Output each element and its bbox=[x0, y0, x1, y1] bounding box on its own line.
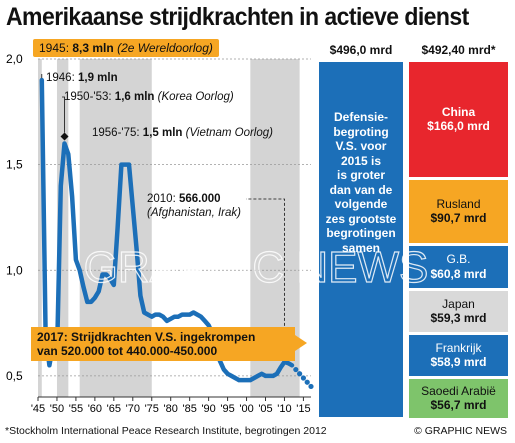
source-footnote: *Stockholm International Peace Research … bbox=[5, 425, 327, 437]
shaded-period bbox=[56, 59, 69, 397]
budget-value: $59,3 mrd bbox=[430, 311, 487, 326]
us-text-line: samen bbox=[341, 240, 381, 255]
us-budget-bar bbox=[319, 62, 403, 417]
annotation-1945-value: 8,3 mln bbox=[72, 41, 114, 55]
annotation-1956-label: (Vietnam Oorlog) bbox=[182, 127, 273, 139]
budget-country: China bbox=[441, 104, 476, 119]
y-tick-label: 1,0 bbox=[6, 263, 23, 277]
us-text-line: is groter bbox=[336, 168, 385, 182]
budget-country: Japan bbox=[442, 296, 475, 311]
annotation-1950-pre: 1950-'53: bbox=[64, 91, 115, 103]
others-budget-total: $492,40 mrd* bbox=[421, 43, 496, 57]
budget-value: $56,7 mrd bbox=[430, 398, 487, 413]
annotation-1946-pre: 1946: bbox=[46, 72, 78, 84]
credit: © GRAPHIC NEWS bbox=[414, 425, 507, 437]
x-tick-label: '75 bbox=[145, 403, 159, 415]
x-tick-label: '95 bbox=[220, 403, 234, 415]
annotation-1956: 1956-'75: 1,5 mln (Vietnam Oorlog) bbox=[92, 126, 273, 140]
x-tick-label: '55 bbox=[69, 403, 83, 415]
budget-value: $90,7 mrd bbox=[430, 211, 487, 226]
data-point bbox=[300, 375, 307, 381]
page-title: Amerikaanse strijdkrachten in actieve di… bbox=[6, 3, 469, 31]
us-text-line: V.S. voor bbox=[335, 139, 387, 153]
us-text-line: begrotingen bbox=[326, 226, 396, 240]
leader-line bbox=[246, 198, 285, 351]
budget-bar-g-b: G.B. $60,8 mrd bbox=[409, 245, 508, 288]
annotation-1946-value: 1,9 mln bbox=[77, 72, 118, 84]
grid-lines: 0,5 1,0 1,5 2,0 bbox=[6, 52, 311, 383]
annotation-2010-pre: 2010: bbox=[147, 193, 179, 205]
data-point bbox=[297, 371, 303, 377]
shaded-period bbox=[38, 59, 42, 397]
x-tick-label: '90 bbox=[201, 403, 215, 415]
budget-bar-rusland: Rusland $90,7 mrd bbox=[409, 179, 508, 243]
annotation-2010-label: (Afghanistan, Irak) bbox=[147, 207, 241, 219]
budget-bar-frankrijk: Frankrijk $58,9 mrd bbox=[409, 334, 508, 376]
x-tick-label: '50 bbox=[50, 403, 64, 415]
x-tick-label: '65 bbox=[107, 403, 121, 415]
marker-diamond bbox=[60, 132, 69, 141]
annotation-2017-line2: van 520.000 tot 440.000-450.000 bbox=[37, 344, 218, 358]
budget-country: Rusland bbox=[436, 196, 481, 211]
us-text-line: Defensie- bbox=[333, 110, 389, 124]
us-budget-total: $496,0 mrd bbox=[329, 43, 393, 57]
annotation-2017-line1: 2017: Strijdkrachten V.S. ingekrompen bbox=[37, 330, 256, 344]
series-line bbox=[39, 77, 314, 390]
x-tick-label: '00 bbox=[239, 403, 253, 415]
x-tick-label: '10 bbox=[277, 403, 291, 415]
y-tick-label: 0,5 bbox=[6, 369, 23, 383]
us-text-line: begroting bbox=[333, 124, 389, 139]
x-tick-label: '60 bbox=[88, 403, 102, 415]
budget-bar-japan: Japan $59,3 mrd bbox=[409, 290, 508, 332]
us-text-line: zes grootste bbox=[325, 211, 397, 226]
y-tick-label: 2,0 bbox=[6, 52, 23, 66]
budget-country: Saoedi Arabië bbox=[421, 383, 496, 398]
budget-value: $58,9 mrd bbox=[430, 355, 487, 370]
budget-country: G.B. bbox=[446, 252, 471, 267]
annotation-2010: 2010: 566.000 (Afghanistan, Irak) bbox=[147, 192, 241, 220]
annotation-1956-pre: 1956-'75: bbox=[92, 127, 143, 139]
us-budget-text: Defensie-begroting V.S. voor 2015 is is gro… bbox=[319, 110, 403, 255]
annotation-1956-value: 1,5 mln bbox=[142, 127, 183, 139]
budget-value: $166,0 mrd bbox=[427, 119, 490, 134]
budget-bar-saoedi-arabi: Saoedi Arabië $56,7 mrd bbox=[409, 378, 508, 418]
series-line-solid bbox=[39, 77, 295, 383]
watermark-text: GRAPHIC NEWS bbox=[84, 243, 429, 292]
annotation-1950-value: 1,6 mln bbox=[114, 91, 155, 103]
annotation-2017: 2017: Strijdkrachten V.S. ingekrompen va… bbox=[31, 327, 307, 361]
x-tick-label: '45 bbox=[31, 403, 45, 415]
x-tick-label: '05 bbox=[258, 403, 272, 415]
annotation-1950-label: (Korea Oorlog) bbox=[154, 91, 234, 103]
budget-value: $60,8 mrd bbox=[430, 266, 487, 281]
annotation-1945-label: (2e Wereldoorlog) bbox=[113, 41, 213, 55]
us-text-line: 2015 is bbox=[340, 153, 382, 168]
annotation-1945-pre: 1945: bbox=[39, 41, 73, 55]
budget-bar-china: China $166,0 mrd bbox=[409, 62, 508, 177]
data-point bbox=[293, 366, 299, 373]
data-point bbox=[304, 379, 310, 385]
annotation-1945: 1945: 8,3 mln (2e Wereldoorlog) bbox=[33, 39, 219, 57]
data-point bbox=[308, 383, 314, 390]
us-text-line: dan van de bbox=[329, 182, 393, 197]
leader-line bbox=[62, 96, 65, 133]
annotation-1950: 1950-'53: 1,6 mln (Korea Oorlog) bbox=[64, 90, 234, 104]
us-text-line: volgende bbox=[334, 197, 388, 211]
axes: '45 '50 '55 '60 '65 '70 '75 '80 '85 '90 '95 '00 '05 '… bbox=[31, 396, 311, 415]
x-tick-label: '80 bbox=[164, 403, 178, 415]
annotation-2010-value: 566.000 bbox=[178, 193, 221, 205]
x-tick-label: '70 bbox=[126, 403, 140, 415]
budget-country: Frankrijk bbox=[435, 340, 482, 355]
y-tick-label: 1,5 bbox=[6, 158, 23, 172]
x-tick-label: '85 bbox=[182, 403, 196, 415]
x-tick-label: '15 bbox=[296, 403, 310, 415]
annotation-1946: 1946: 1,9 mln bbox=[46, 71, 118, 85]
